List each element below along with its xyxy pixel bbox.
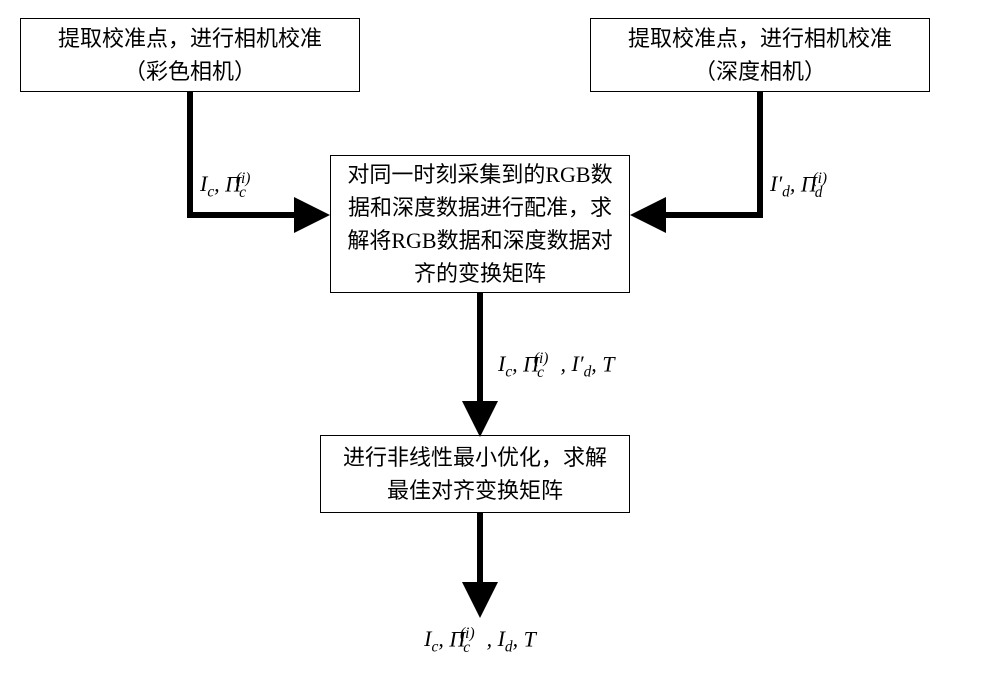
box-color-camera: 提取校准点，进行相机校准 （彩色相机）: [20, 18, 360, 92]
box-line: 进行非线性最小优化，求解: [343, 441, 607, 474]
box-line: 据和深度数据进行配准，求: [348, 191, 612, 224]
box-line: 解将RGB数据和深度数据对: [347, 224, 612, 257]
edge-label-right: I′d, Πd(i): [770, 170, 839, 202]
box-depth-camera: 提取校准点，进行相机校准 （深度相机）: [590, 18, 930, 92]
box-line: （彩色相机）: [124, 55, 256, 88]
box-register: 对同一时刻采集到的RGB数 据和深度数据进行配准，求 解将RGB数据和深度数据对…: [330, 155, 630, 293]
box-line: 齐的变换矩阵: [414, 257, 546, 290]
edge-label-mid: Ic, Πc(i), I′d, T: [498, 350, 615, 382]
box-line: （深度相机）: [694, 55, 826, 88]
box-line: 对同一时刻采集到的RGB数: [347, 158, 612, 191]
arrows-layer: [0, 0, 1000, 680]
edge-label-final: Ic, Πc(i), Id, T: [380, 625, 580, 657]
box-line: 提取校准点，进行相机校准: [628, 22, 892, 55]
box-line: 提取校准点，进行相机校准: [58, 22, 322, 55]
edge-label-left: Ic, Πc(i): [200, 170, 262, 202]
box-optimize: 进行非线性最小优化，求解 最佳对齐变换矩阵: [320, 435, 630, 513]
box-line: 最佳对齐变换矩阵: [387, 474, 563, 507]
